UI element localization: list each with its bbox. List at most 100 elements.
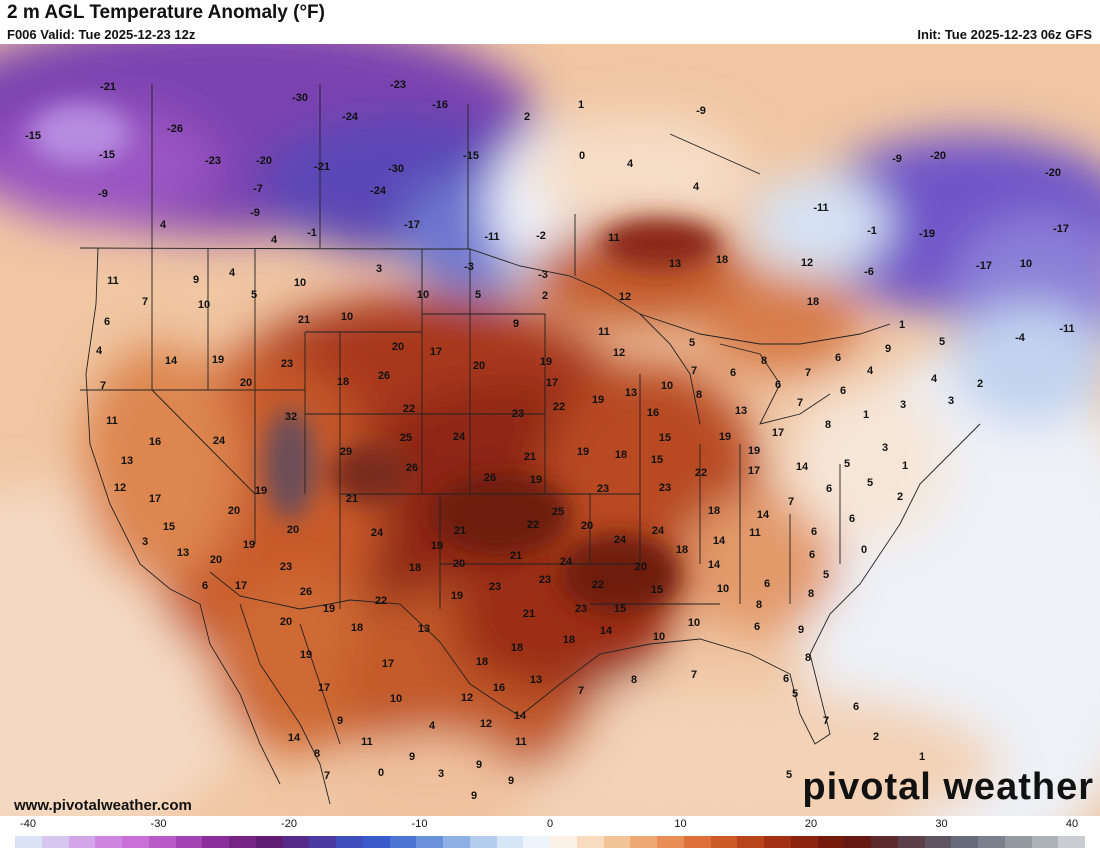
- colorbar-swatch: [817, 836, 845, 848]
- colorbar-swatch: [336, 836, 363, 848]
- anomaly-value-label: 4: [693, 181, 700, 193]
- anomaly-value-label: 12: [619, 291, 631, 303]
- colorbar-swatch: [362, 836, 390, 848]
- colorbar-swatch: [175, 836, 203, 848]
- anomaly-value-label: 21: [454, 525, 466, 537]
- colorbar-swatch: [1031, 836, 1059, 848]
- anomaly-value-label: 14: [757, 509, 770, 521]
- anomaly-value-label: 15: [651, 584, 663, 596]
- website-url[interactable]: www.pivotalweather.com: [14, 797, 192, 814]
- anomaly-value-label: -1: [867, 225, 877, 237]
- anomaly-value-label: 9: [337, 715, 343, 727]
- anomaly-value-label: -2: [536, 230, 546, 242]
- colorbar-tick-label: 20: [804, 818, 818, 830]
- anomaly-value-label: 18: [807, 296, 819, 308]
- anomaly-value-label: -16: [432, 99, 448, 111]
- political-boundaries: [79, 84, 981, 805]
- colorbar-tick-label: -40: [20, 818, 36, 830]
- anomaly-value-label: 18: [476, 656, 488, 668]
- anomaly-value-label: 15: [614, 603, 626, 615]
- anomaly-value-label: 6: [730, 367, 736, 379]
- temperature-anomaly-map[interactable]: -21 -15 -26 -30 -24 -23 -16 -15 -23 -20 -21 -30 -15-…: [0, 44, 1100, 816]
- anomaly-value-label: -23: [205, 155, 221, 167]
- anomaly-value-label: 1: [902, 460, 908, 472]
- anomaly-value-label: 13: [418, 623, 430, 635]
- anomaly-value-label: 23: [489, 581, 501, 593]
- anomaly-value-label: 24: [213, 435, 226, 447]
- anomaly-value-label: 11: [608, 232, 620, 244]
- anomaly-value-label: 10: [198, 299, 210, 311]
- colorbar-swatch: [202, 836, 229, 848]
- anomaly-value-label: -20: [1045, 167, 1061, 179]
- anomaly-value-label: 6: [775, 379, 781, 391]
- anomaly-value-label: 4: [627, 158, 634, 170]
- anomaly-value-label: 24: [453, 431, 466, 443]
- colorbar-swatch: [576, 836, 604, 848]
- anomaly-value-label: 19: [748, 445, 760, 457]
- anomaly-value-label: 7: [691, 669, 697, 681]
- anomaly-value-label: 15: [163, 521, 175, 533]
- anomaly-value-label: 12: [801, 257, 813, 269]
- colorbar-tick-label: -30: [150, 818, 167, 830]
- colorbar-swatch: [683, 836, 711, 848]
- colorbar-swatch: [924, 836, 952, 848]
- anomaly-value-label: -26: [167, 123, 183, 135]
- anomaly-value-label: 26: [406, 462, 418, 474]
- anomaly-value-label: 16: [493, 682, 505, 694]
- anomaly-value-label: -11: [484, 231, 499, 243]
- colorbar-swatch: [309, 836, 336, 848]
- anomaly-value-label: 0: [378, 767, 384, 779]
- anomaly-value-label: 7: [142, 296, 148, 308]
- anomaly-value-label: 11: [107, 275, 119, 287]
- anomaly-value-label: 9: [471, 790, 477, 802]
- anomaly-value-label: 12: [114, 482, 126, 494]
- anomaly-value-label: 23: [280, 561, 292, 573]
- anomaly-value-label: 5: [939, 336, 945, 348]
- anomaly-value-label: -23: [390, 79, 406, 91]
- anomaly-value-label: 6: [840, 385, 846, 397]
- anomaly-value-label: 2: [542, 290, 548, 302]
- colorbar-tick-label: 40: [1065, 818, 1079, 830]
- anomaly-value-label: 1: [919, 751, 925, 763]
- anomaly-value-label: -4: [1015, 332, 1026, 344]
- anomaly-value-label: 0: [861, 544, 867, 556]
- anomaly-value-label: 19: [719, 431, 731, 443]
- anomaly-value-label: 4: [931, 373, 938, 385]
- colorbar-tick-label: 30: [935, 818, 948, 830]
- anomaly-value-label: 11: [515, 736, 527, 748]
- anomaly-value-label: 17: [149, 493, 161, 505]
- anomaly-value-label: -15: [25, 130, 41, 142]
- colorbar-swatch: [657, 836, 684, 848]
- anomaly-value-label: 22: [553, 401, 565, 413]
- anomaly-value-label: 2: [524, 111, 530, 123]
- anomaly-value-label: -30: [292, 92, 308, 104]
- anomaly-value-label: 7: [691, 365, 697, 377]
- anomaly-value-label: -7: [253, 183, 263, 195]
- anomaly-value-label: 22: [403, 403, 415, 415]
- anomaly-value-label: 8: [808, 588, 814, 600]
- anomaly-value-label: 9: [409, 751, 415, 763]
- anomaly-value-label: 19: [540, 356, 552, 368]
- anomaly-value-label: -15: [463, 150, 479, 162]
- anomaly-value-label: 6: [811, 526, 817, 538]
- anomaly-value-label: 2: [897, 491, 903, 503]
- anomaly-value-label: 22: [375, 595, 387, 607]
- anomaly-value-label: 19: [243, 539, 255, 551]
- anomaly-value-label: 14: [796, 461, 809, 473]
- anomaly-value-label: 1: [863, 409, 869, 421]
- anomaly-value-label: 7: [797, 397, 803, 409]
- anomaly-value-label: 3: [900, 399, 906, 411]
- anomaly-value-label: 10: [294, 277, 306, 289]
- anomaly-value-label: 14: [708, 559, 721, 571]
- anomaly-value-label: 13: [121, 455, 133, 467]
- anomaly-value-label: 17: [318, 682, 330, 694]
- colorbar-swatch: [1004, 836, 1032, 848]
- anomaly-value-label: 8: [761, 355, 767, 367]
- colorbar-tick-label: -10: [411, 818, 428, 830]
- anomaly-value-label: 8: [825, 419, 831, 431]
- anomaly-value-label: -11: [813, 202, 828, 214]
- colorbar-swatch: [710, 836, 738, 848]
- colorbar-swatch: [15, 836, 42, 848]
- colorbar-swatch: [603, 836, 631, 848]
- anomaly-value-label: -15: [99, 149, 115, 161]
